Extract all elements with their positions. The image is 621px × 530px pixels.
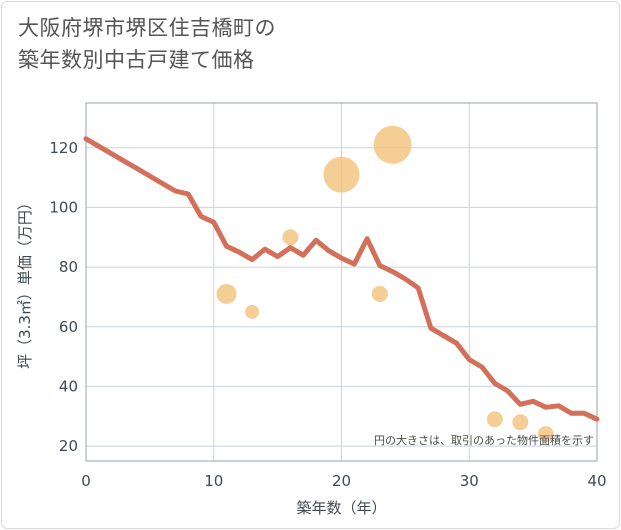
y-axis-label: 坪（3.3㎡）単価（万円） xyxy=(16,195,34,369)
y-tick-labels: 20 40 60 80 100 120 xyxy=(49,139,78,455)
y-tick-label: 60 xyxy=(59,318,78,336)
x-axis-label: 築年数（年） xyxy=(296,499,386,517)
chart-title: 大阪府堺市堺区住吉橋町の 築年数別中古戸建て価格 xyxy=(18,12,578,76)
bubble-point xyxy=(512,414,529,431)
y-tick-label: 40 xyxy=(59,377,78,395)
price-line xyxy=(83,136,600,422)
bubble-point xyxy=(282,229,299,246)
bubble-point xyxy=(537,426,554,443)
x-tick-label: 10 xyxy=(204,472,223,490)
x-tick-labels: 0 10 20 30 40 xyxy=(81,472,606,490)
bubble-point xyxy=(371,285,388,302)
bubble-size-note: 円の大きさは、取引のあった物件面積を示す xyxy=(374,433,594,447)
bubble-point xyxy=(323,156,360,193)
x-tick-label: 20 xyxy=(332,472,351,490)
x-tick-label: 30 xyxy=(460,472,479,490)
bubble-point xyxy=(216,283,237,304)
bubble-point xyxy=(486,411,503,428)
plot-area xyxy=(85,102,598,462)
title-line-2: 築年数別中古戸建て価格 xyxy=(18,48,255,72)
title-line-1: 大阪府堺市堺区住吉橋町の xyxy=(18,16,276,40)
x-tick-label: 0 xyxy=(81,472,91,490)
y-tick-label: 100 xyxy=(49,198,78,216)
bubble-series xyxy=(216,125,554,443)
bubble-point xyxy=(245,304,260,319)
bubble-point xyxy=(373,125,412,164)
y-tick-label: 80 xyxy=(59,258,78,276)
x-tick-label: 40 xyxy=(587,472,606,490)
y-tick-label: 120 xyxy=(49,139,78,157)
y-tick-label: 20 xyxy=(59,437,78,455)
